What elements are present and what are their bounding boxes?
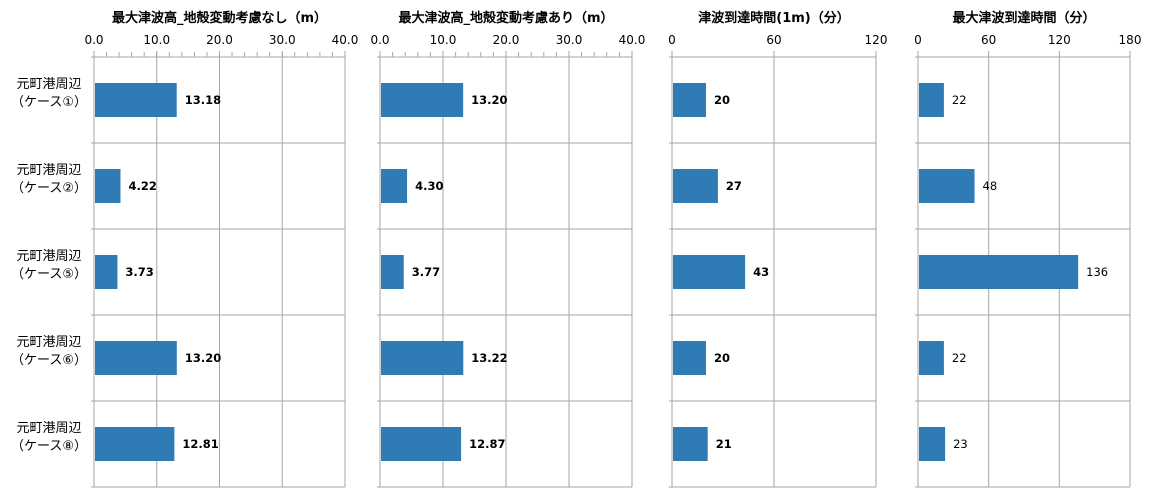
value-label: 3.73 xyxy=(125,265,153,279)
value-label: 4.22 xyxy=(128,179,156,193)
bar xyxy=(919,427,946,461)
value-label: 3.77 xyxy=(412,265,440,279)
tick-label: 180 xyxy=(1119,33,1142,47)
category-label-line: （ケース②） xyxy=(11,181,87,196)
category-label-line: （ケース⑧） xyxy=(11,439,87,454)
value-label: 20 xyxy=(714,93,730,107)
bar xyxy=(381,255,404,289)
tick-label: 0.0 xyxy=(370,33,389,47)
bar xyxy=(673,83,706,117)
tick-label: 120 xyxy=(1048,33,1071,47)
bar xyxy=(95,427,175,461)
tick-label: 10.0 xyxy=(143,33,170,47)
bar xyxy=(919,83,944,117)
tick-label: 60 xyxy=(766,33,781,47)
tick-label: 0 xyxy=(914,33,922,47)
value-label: 20 xyxy=(714,351,730,365)
bar xyxy=(673,341,706,375)
value-label: 13.18 xyxy=(185,93,221,107)
bar xyxy=(381,341,464,375)
tick-label: 10.0 xyxy=(430,33,457,47)
tick-label: 0 xyxy=(668,33,676,47)
value-label: 136 xyxy=(1086,265,1108,279)
bar xyxy=(95,169,121,203)
category-label-line: 元町港周辺 xyxy=(16,249,81,264)
value-label: 13.20 xyxy=(471,93,507,107)
value-label: 13.20 xyxy=(185,351,221,365)
tick-label: 40.0 xyxy=(619,33,646,47)
tick-label: 30.0 xyxy=(556,33,583,47)
tick-label: 40.0 xyxy=(332,33,359,47)
bar xyxy=(95,341,177,375)
value-label: 27 xyxy=(726,179,742,193)
value-label: 22 xyxy=(952,351,967,365)
bar xyxy=(673,169,718,203)
category-label: 元町港周辺 （ケース①） xyxy=(11,77,87,110)
tick-label: 0.0 xyxy=(84,33,103,47)
panel-title: 最大津波高_地殻変動考慮なし（m） xyxy=(112,10,327,26)
bar xyxy=(381,83,464,117)
chart-panel-4: 最大津波到達時間（分） 0 60 120 180 22 48 136 22 23 xyxy=(914,10,1142,488)
tick-label: 60 xyxy=(981,33,996,47)
category-label-line: 元町港周辺 xyxy=(16,77,81,92)
tick-label: 20.0 xyxy=(493,33,520,47)
bar xyxy=(919,341,944,375)
tick-label: 120 xyxy=(865,33,888,47)
bar xyxy=(673,427,708,461)
chart-panel-3: 津波到達時間(1m)（分） 0 60 120 20 27 43 20 21 xyxy=(668,10,888,488)
panel-title: 最大津波到達時間（分） xyxy=(952,10,1095,26)
category-label-line: （ケース⑤） xyxy=(11,267,87,282)
bar xyxy=(381,169,408,203)
value-label: 4.30 xyxy=(415,179,443,193)
value-label: 22 xyxy=(952,93,967,107)
category-label: 元町港周辺 （ケース⑥） xyxy=(11,335,87,368)
category-label-line: 元町港周辺 xyxy=(16,335,81,350)
category-label: 元町港周辺 （ケース⑤） xyxy=(11,249,87,282)
category-label: 元町港周辺 （ケース②） xyxy=(11,163,87,196)
bar xyxy=(381,427,462,461)
bar xyxy=(95,255,118,289)
category-label-line: 元町港周辺 xyxy=(16,421,81,436)
bar xyxy=(919,169,975,203)
panel-title: 津波到達時間(1m)（分） xyxy=(698,10,849,26)
bar xyxy=(95,83,177,117)
value-label: 12.81 xyxy=(182,437,218,451)
tick-label: 20.0 xyxy=(206,33,233,47)
value-label: 23 xyxy=(953,437,968,451)
value-label: 43 xyxy=(753,265,769,279)
tick-label: 30.0 xyxy=(269,33,296,47)
value-label: 21 xyxy=(716,437,732,451)
category-label-line: 元町港周辺 xyxy=(16,163,81,178)
value-label: 13.22 xyxy=(471,351,507,365)
category-label: 元町港周辺 （ケース⑧） xyxy=(11,421,87,454)
value-label: 12.87 xyxy=(469,437,505,451)
bar xyxy=(673,255,746,289)
bar xyxy=(919,255,1079,289)
chart-panel-2: 最大津波高_地殻変動考慮あり（m） 0.0 10.0 20.0 30.0 40.0 13.2… xyxy=(370,10,646,488)
category-label-line: （ケース①） xyxy=(11,95,87,110)
category-label-line: （ケース⑥） xyxy=(11,353,87,368)
value-label: 48 xyxy=(983,179,998,193)
chart-panel-1: 最大津波高_地殻変動考慮なし（m） 0.0 10.0 20.0 30.0 40.0 13.1… xyxy=(84,10,359,488)
panel-title: 最大津波高_地殻変動考慮あり（m） xyxy=(398,10,613,26)
